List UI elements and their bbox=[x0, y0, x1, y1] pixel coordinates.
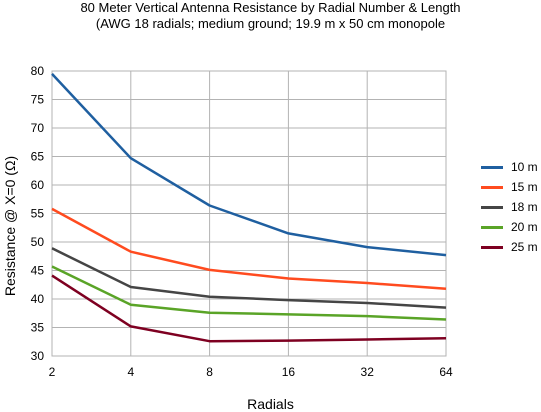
legend-item: 20 m bbox=[481, 217, 538, 237]
legend-swatch bbox=[481, 185, 503, 189]
legend-swatch bbox=[481, 245, 503, 249]
x-tick-label: 16 bbox=[282, 365, 296, 379]
legend-item: 25 m bbox=[481, 237, 538, 257]
y-tick-label: 50 bbox=[31, 235, 45, 249]
y-tick-label: 80 bbox=[31, 64, 45, 78]
legend-swatch bbox=[481, 225, 503, 229]
y-tick-label: 75 bbox=[31, 93, 45, 107]
y-tick-label: 55 bbox=[31, 207, 45, 221]
y-tick-label: 65 bbox=[31, 150, 45, 164]
legend-label: 15 m bbox=[511, 180, 538, 194]
chart-title: 80 Meter Vertical Antenna Resistance by … bbox=[80, 0, 461, 15]
legend-label: 10 m bbox=[511, 160, 538, 174]
legend-label: 25 m bbox=[511, 240, 538, 254]
series-line-25m bbox=[51, 274, 447, 343]
legend-item: 10 m bbox=[481, 157, 538, 177]
x-tick-label: 32 bbox=[361, 365, 375, 379]
legend-item: 15 m bbox=[481, 177, 538, 197]
legend-swatch bbox=[481, 165, 503, 169]
x-tick-label: 64 bbox=[439, 365, 453, 379]
legend-label: 20 m bbox=[511, 220, 538, 234]
plot-border bbox=[51, 70, 447, 357]
y-axis-label: Resistance @ X=0 (Ω) bbox=[2, 155, 18, 297]
y-tick-label: 40 bbox=[31, 292, 45, 306]
x-tick-label: 8 bbox=[206, 365, 213, 379]
legend-item: 18 m bbox=[481, 197, 538, 217]
x-tick-label: 2 bbox=[49, 365, 56, 379]
y-tick-label: 45 bbox=[31, 264, 45, 278]
series-line-15m bbox=[51, 207, 447, 290]
legend-swatch bbox=[481, 205, 503, 209]
y-tick-label: 35 bbox=[31, 321, 45, 335]
chart-legend: 10 m 15 m 18 m 20 m 25 m bbox=[481, 157, 538, 257]
chart-subtitle: (AWG 18 radials; medium ground; 19.9 m x… bbox=[95, 16, 446, 31]
series-line-20m bbox=[51, 265, 447, 321]
y-tick-label: 30 bbox=[31, 349, 45, 363]
y-tick-label: 70 bbox=[31, 121, 45, 135]
series-line-10m bbox=[51, 73, 447, 257]
series-line-18m bbox=[51, 247, 447, 309]
y-tick-label: 60 bbox=[31, 178, 45, 192]
x-tick-label: 4 bbox=[127, 365, 134, 379]
x-axis-label: Radials bbox=[247, 396, 294, 412]
legend-label: 18 m bbox=[511, 200, 538, 214]
